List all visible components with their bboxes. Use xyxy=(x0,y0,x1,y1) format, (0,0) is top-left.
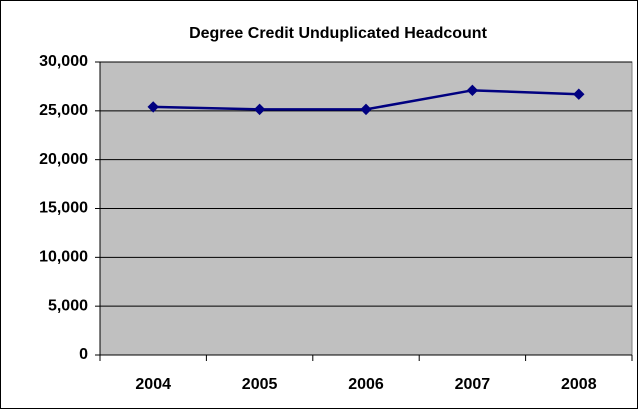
x-tick-label: 2006 xyxy=(348,376,384,393)
y-tick-label: 15,000 xyxy=(39,200,88,217)
y-tick-label: 0 xyxy=(79,346,88,363)
marker xyxy=(466,84,479,97)
x-tick-label: 2007 xyxy=(455,376,491,393)
marker xyxy=(253,103,266,116)
y-tick-label: 10,000 xyxy=(39,249,88,266)
y-tick-label: 30,000 xyxy=(39,53,88,70)
marker xyxy=(147,101,159,113)
y-tick-label: 20,000 xyxy=(39,151,88,168)
x-tick-label: 2008 xyxy=(561,376,597,393)
x-tick-label: 2005 xyxy=(242,376,278,393)
y-tick-label: 5,000 xyxy=(48,297,88,314)
chart-title: Degree Credit Unduplicated Headcount xyxy=(189,25,487,42)
y-tick-label: 25,000 xyxy=(39,102,88,119)
x-tick-label: 2004 xyxy=(135,376,171,393)
marker xyxy=(573,88,585,100)
marker xyxy=(360,103,372,116)
